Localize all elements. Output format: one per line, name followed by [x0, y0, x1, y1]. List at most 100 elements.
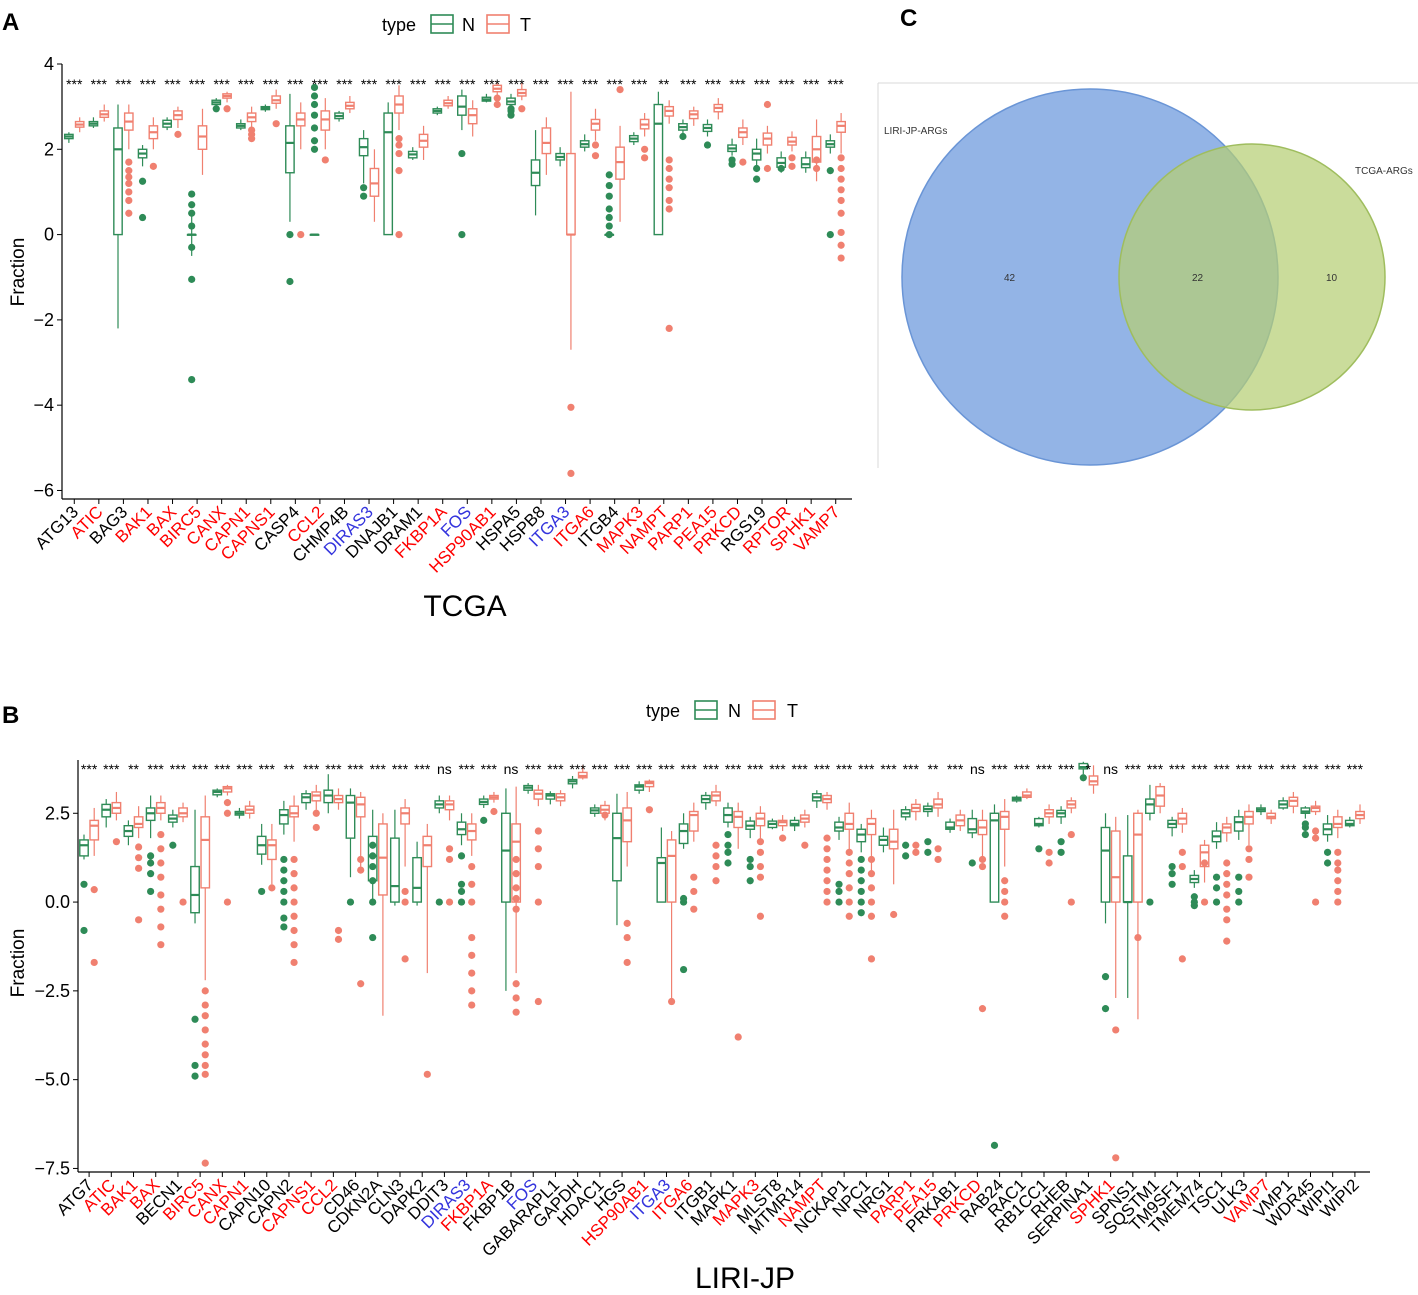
panel-a-tcga-boxplot: A type N T −6−4−2024***ATG13***ATIC***BA… [2, 9, 852, 623]
outlier-t [823, 866, 831, 874]
outlier-n [857, 877, 865, 885]
box-t [622, 807, 633, 843]
outlier-n [280, 877, 288, 885]
outlier-t [1334, 866, 1342, 874]
outlier-t [712, 862, 720, 871]
panel-c-venn: C LIRI-JP-ARGs TCGA-ARGs 42 22 10 [877, 5, 1418, 468]
outlier-t [201, 1026, 209, 1034]
legend-b-n-label: N [728, 701, 741, 721]
panel-b-label: B [2, 702, 19, 729]
outlier-n [835, 880, 843, 888]
box-n [1145, 798, 1155, 814]
outlier-t [867, 955, 876, 963]
outlier-t [312, 809, 320, 817]
outlier-n [280, 887, 288, 896]
outlier-t [395, 141, 403, 149]
box-t [888, 828, 899, 850]
panel-a-y-tick-label: 4 [44, 54, 54, 74]
panel-a-category-hspb8: ***HSPB8 [496, 76, 552, 555]
box-n [612, 812, 622, 882]
box-n [989, 812, 1000, 903]
significance-label: *** [525, 761, 542, 777]
outlier-t [149, 162, 157, 170]
significance-label: *** [508, 76, 525, 92]
panel-a-y-tick-label: −6 [33, 480, 54, 500]
box-t [688, 810, 699, 832]
significance-label: *** [903, 761, 920, 777]
significance-label: *** [1325, 761, 1342, 777]
box-n [285, 125, 295, 174]
panel-a-category-casp4: ***CASP4 [250, 76, 306, 555]
panel-a-category-bag3: ***BAG3 [86, 76, 134, 548]
outlier-n [280, 898, 288, 906]
outlier-n [507, 105, 515, 113]
significance-label: *** [1347, 761, 1364, 777]
outlier-t [201, 1159, 209, 1167]
outlier-n [310, 100, 319, 109]
outlier-t [756, 912, 765, 920]
outlier-n [369, 852, 377, 860]
significance-label: *** [792, 761, 809, 777]
outlier-t [1001, 877, 1009, 885]
outlier-n [458, 149, 466, 158]
outlier-t [912, 848, 920, 856]
outlier-t [1223, 916, 1231, 924]
significance-label: *** [636, 761, 653, 777]
outlier-n [346, 898, 355, 906]
significance-label: *** [459, 76, 476, 92]
panel-b-y-tick-label: −5.0 [34, 1070, 70, 1090]
panel-b-plot-area: −7.5−5.0−2.50.02.5***ATG7***ATIC**BAK1**… [34, 760, 1370, 1260]
outlier-n [1101, 1005, 1110, 1013]
panel-a-y-tick-label: −4 [33, 395, 54, 415]
outlier-t [756, 848, 765, 856]
outlier-n [1301, 830, 1309, 839]
outlier-t [445, 845, 454, 853]
panel-a-category-dnajb1: ***DNAJB1 [342, 76, 404, 562]
outlier-t [357, 980, 365, 988]
panel-a-category-rgs19: ***RGS19 [717, 76, 773, 555]
outlier-t [223, 809, 232, 817]
outlier-n [191, 1015, 199, 1023]
significance-label: *** [410, 76, 427, 92]
venn-count-only-tcga: 10 [1326, 273, 1338, 284]
outlier-n [1235, 898, 1243, 906]
panel-b-category-capn10: ***CAPN10 [214, 761, 277, 1236]
outlier-n [310, 92, 319, 100]
panel-b-category-serpina1: *SERPINA1 [1023, 761, 1099, 1248]
outlier-t [763, 100, 772, 109]
outlier-n [902, 841, 910, 849]
outlier-t [1200, 898, 1209, 906]
venn-count-both: 22 [1192, 273, 1204, 284]
outlier-t [174, 130, 182, 138]
panel-a-category-atic: ***ATIC [67, 76, 110, 542]
outlier-t [512, 1008, 520, 1016]
outlier-n [746, 862, 754, 871]
outlier-t [665, 196, 673, 205]
outlier-n [188, 275, 196, 283]
outlier-t [135, 854, 143, 862]
outlier-t [788, 154, 796, 162]
panel-a-category-capn1: ***CAPN1 [201, 76, 257, 556]
outlier-t [157, 845, 165, 853]
outlier-t [201, 1070, 209, 1078]
panel-a-category-fos: ***FOS [437, 76, 478, 541]
box-t [133, 816, 144, 829]
outlier-t [223, 105, 231, 113]
outlier-t [823, 834, 831, 842]
box-n [653, 103, 664, 236]
outlier-t [845, 898, 853, 906]
outlier-t [157, 859, 165, 867]
outlier-t [468, 969, 476, 977]
outlier-t [290, 912, 298, 920]
outlier-n [728, 156, 736, 164]
box-n [389, 837, 400, 903]
outlier-n [360, 184, 368, 192]
panel-b-category-mtmr14: ***MTMR14 [745, 761, 810, 1238]
outlier-n [212, 105, 220, 113]
outlier-t [665, 164, 673, 173]
significance-label: *** [1213, 761, 1230, 777]
venn-count-only-liri-jp: 42 [1004, 273, 1016, 284]
outlier-n [857, 909, 865, 917]
outlier-t [812, 156, 821, 164]
box-t [666, 839, 677, 903]
